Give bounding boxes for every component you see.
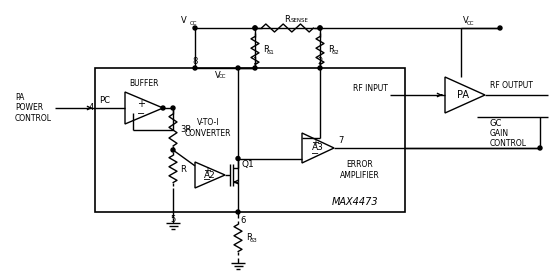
Text: −: − <box>203 175 211 185</box>
Text: 3R: 3R <box>180 126 191 134</box>
Text: RF INPUT: RF INPUT <box>353 84 388 93</box>
Text: −: − <box>137 109 145 119</box>
Text: CC: CC <box>219 75 227 79</box>
Text: +: + <box>311 138 320 148</box>
Text: G2: G2 <box>332 49 340 54</box>
Circle shape <box>318 26 322 30</box>
Text: 8: 8 <box>192 57 197 66</box>
Circle shape <box>193 26 197 30</box>
Circle shape <box>171 148 175 152</box>
Text: V: V <box>182 16 187 25</box>
Text: G3: G3 <box>250 238 258 243</box>
Text: PC: PC <box>99 96 110 105</box>
Text: R: R <box>180 164 186 174</box>
Text: 6: 6 <box>240 216 245 225</box>
Text: GC: GC <box>490 119 502 128</box>
Text: MAX4473: MAX4473 <box>332 197 378 207</box>
Circle shape <box>318 66 322 70</box>
Circle shape <box>171 106 175 110</box>
Circle shape <box>236 210 240 214</box>
Text: ERROR
AMPLIFIER: ERROR AMPLIFIER <box>340 160 380 180</box>
Text: GAIN
CONTROL: GAIN CONTROL <box>490 129 527 148</box>
Text: V: V <box>215 71 221 81</box>
Text: BUFFER: BUFFER <box>129 79 159 88</box>
Text: −: − <box>311 149 320 159</box>
Text: R: R <box>246 233 252 243</box>
Text: +: + <box>137 99 145 109</box>
Circle shape <box>318 26 322 30</box>
Circle shape <box>498 26 502 30</box>
Text: G1: G1 <box>267 49 275 54</box>
Text: V-TO-I
CONVERTER: V-TO-I CONVERTER <box>185 118 231 138</box>
Text: PA
POWER
CONTROL: PA POWER CONTROL <box>15 93 52 123</box>
Text: A2: A2 <box>204 171 216 179</box>
Circle shape <box>161 106 165 110</box>
Text: +: + <box>203 166 211 176</box>
Text: PA: PA <box>457 90 469 100</box>
Text: R: R <box>328 46 334 54</box>
Circle shape <box>253 26 257 30</box>
Circle shape <box>253 26 257 30</box>
Text: R: R <box>263 46 269 54</box>
Circle shape <box>538 146 542 150</box>
Text: 2: 2 <box>317 57 323 66</box>
Text: 7: 7 <box>338 136 343 145</box>
Text: CC: CC <box>467 21 475 26</box>
Circle shape <box>193 66 197 70</box>
Circle shape <box>253 66 257 70</box>
Bar <box>95 68 405 212</box>
Text: 1: 1 <box>252 57 257 66</box>
Circle shape <box>236 156 240 161</box>
Text: CC: CC <box>190 21 197 26</box>
Text: 5: 5 <box>170 215 175 224</box>
Text: RF OUTPUT: RF OUTPUT <box>490 81 533 90</box>
Text: A3: A3 <box>312 144 324 153</box>
Text: V: V <box>463 16 469 25</box>
Text: R: R <box>284 15 290 23</box>
Circle shape <box>236 66 240 70</box>
Text: 4: 4 <box>89 104 94 113</box>
Text: Q1: Q1 <box>241 161 254 169</box>
Text: SENSE: SENSE <box>291 17 309 23</box>
